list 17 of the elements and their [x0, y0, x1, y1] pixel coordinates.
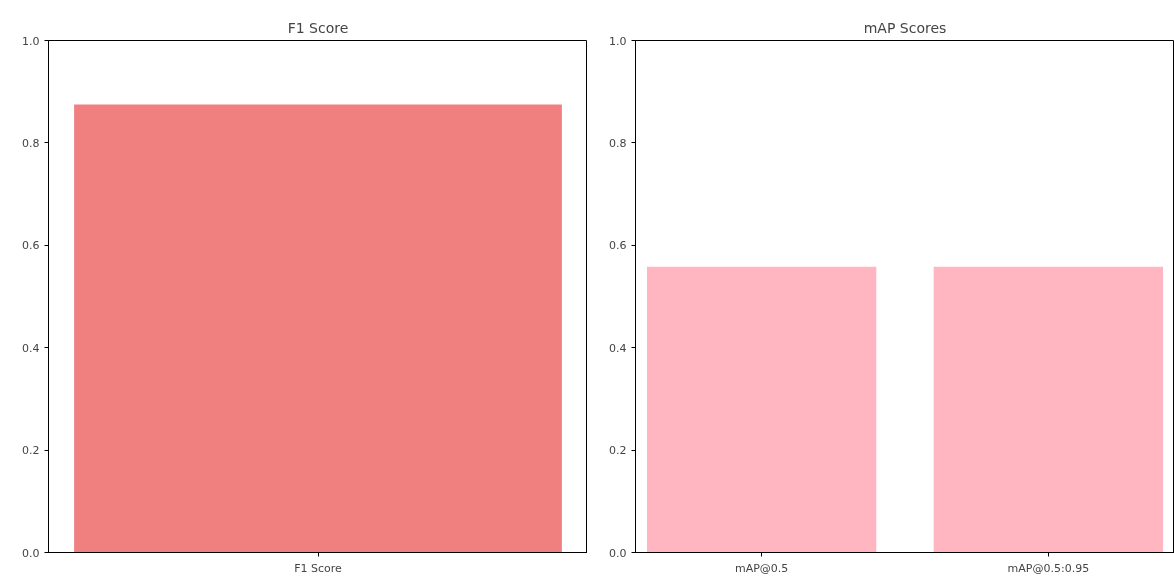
x-tick-label: mAP@0.5:0.95	[1007, 561, 1090, 575]
chart-title: F1 Score	[287, 19, 349, 36]
x-tick-label: mAP@0.5	[734, 561, 789, 575]
y-tick-label: 0.4	[22, 341, 40, 355]
y-tick-label: 0.0	[609, 546, 627, 560]
y-tick-label: 0.2	[22, 444, 40, 458]
y-tick-label: 0.8	[22, 136, 40, 150]
x-tick-label: F1 Score	[294, 561, 343, 575]
y-tick-label: 0.2	[609, 444, 627, 458]
y-tick-label: 0.8	[609, 136, 627, 150]
y-tick-label: 0.4	[609, 341, 627, 355]
y-tick-label: 1.0	[22, 34, 40, 48]
chart-title: mAP Scores	[863, 19, 947, 36]
y-tick-label: 0.6	[22, 239, 40, 253]
y-tick-label: 0.0	[22, 546, 40, 560]
y-tick-label: 1.0	[609, 34, 627, 48]
y-tick-label: 0.6	[609, 239, 627, 253]
